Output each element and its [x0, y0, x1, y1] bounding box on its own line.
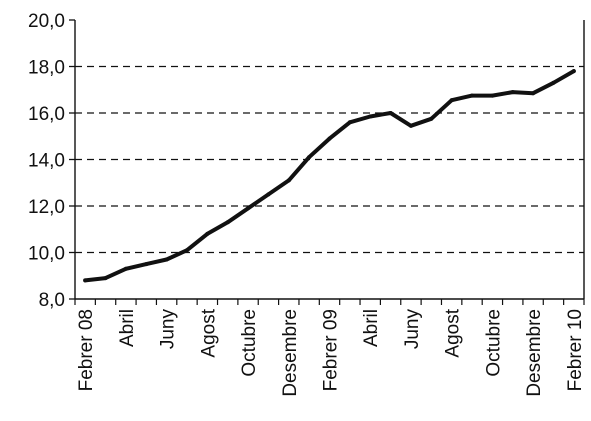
x-tick-label: Agost: [198, 308, 219, 357]
x-tick-label: Desembre: [524, 309, 545, 397]
data-point: [83, 278, 88, 283]
y-tick-label: 18,0: [28, 58, 65, 79]
x-axis-ticks: Febrer 08 Abril Juny Agost Octubre Desembre Fe…: [74, 299, 586, 397]
data-point: [103, 276, 108, 281]
x-tick-label: Juny: [402, 309, 423, 350]
x-tick-label: Abril: [117, 309, 138, 347]
data-point: [205, 231, 210, 236]
data-point: [490, 93, 495, 98]
x-tick-label: Abril: [361, 309, 382, 347]
data-point: [123, 266, 128, 271]
y-tick-label: 20,0: [28, 11, 65, 32]
data-point: [144, 262, 149, 267]
y-tick-label: 14,0: [28, 151, 65, 172]
y-tick-label: 12,0: [28, 197, 65, 218]
x-tick-label: Octubre: [483, 309, 504, 377]
data-point: [347, 120, 352, 125]
data-point: [531, 91, 536, 96]
data-point: [307, 155, 312, 160]
x-tick-label: Octubre: [239, 309, 260, 377]
x-tick-label: Juny: [158, 309, 179, 350]
y-axis-ticks: 8,0 10,0 12,0 14,0 16,0 18,0 20,0: [28, 11, 75, 311]
data-point: [408, 123, 413, 128]
x-tick-label: Febrer 09: [321, 309, 342, 391]
data-point: [449, 98, 454, 103]
data-point: [327, 136, 332, 141]
data-point: [571, 69, 576, 74]
data-point: [368, 114, 373, 119]
y-tick-label: 8,0: [39, 290, 65, 311]
data-point: [429, 116, 434, 121]
series-line: [83, 69, 576, 283]
data-point: [388, 111, 393, 115]
data-point: [286, 178, 291, 183]
x-tick-label: Febrer 08: [76, 309, 97, 391]
data-point: [225, 220, 230, 225]
y-tick-label: 16,0: [28, 104, 65, 125]
x-tick-label: Febrer 10: [565, 309, 586, 391]
series-group: [83, 69, 576, 283]
gridlines: [75, 65, 584, 254]
data-point: [470, 93, 474, 98]
data-point: [510, 90, 515, 95]
data-point: [551, 80, 556, 85]
data-point: [246, 206, 251, 211]
data-point: [185, 248, 189, 253]
y-tick-label: 10,0: [28, 244, 65, 265]
x-tick-label: Agost: [443, 308, 464, 357]
x-tick-label: Desembre: [280, 309, 301, 397]
data-point: [164, 257, 169, 262]
data-point: [266, 192, 271, 197]
